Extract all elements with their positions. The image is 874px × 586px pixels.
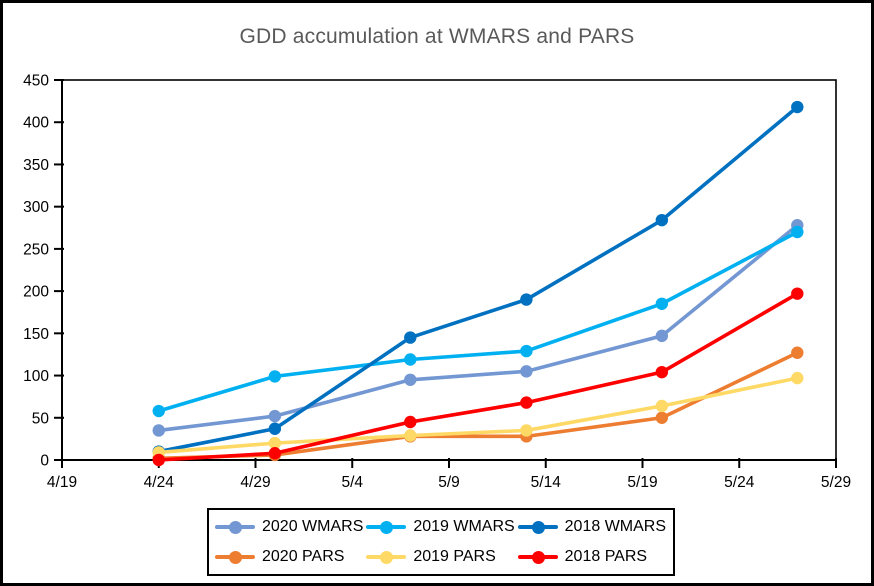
- y-axis-tick-label: 50: [32, 410, 50, 427]
- data-point-2019-pars: [520, 424, 533, 437]
- chart-title: GDD accumulation at WMARS and PARS: [239, 25, 635, 48]
- data-point-2018-pars: [268, 447, 282, 460]
- data-point-2020-wmars: [520, 365, 533, 378]
- data-point-2019-wmars: [655, 297, 669, 310]
- data-point-2018-wmars: [655, 213, 669, 227]
- x-axis-tick-label: 4/29: [240, 474, 270, 491]
- x-axis-tick-label: 4/19: [47, 474, 77, 491]
- data-point-2018-pars: [404, 415, 417, 429]
- legend-marker-icon: [366, 550, 407, 564]
- legend-item-2019-wmars: 2019 WMARS: [366, 518, 517, 536]
- legend-marker-icon: [517, 550, 558, 564]
- legend-item-2018-pars: 2018 PARS: [517, 548, 669, 566]
- data-point-2019-wmars: [268, 370, 282, 383]
- x-axis-tick-label: 5/4: [341, 474, 363, 491]
- y-axis-tick-label: 450: [23, 73, 49, 90]
- legend-label: 2019 PARS: [413, 548, 496, 565]
- data-point-2018-pars: [152, 453, 165, 467]
- y-axis-tick-label: 100: [23, 368, 49, 385]
- legend-marker-icon: [517, 520, 558, 534]
- legend-label: 2018 PARS: [564, 548, 648, 565]
- legend-item-2020-wmars: 2020 WMARS: [215, 518, 366, 536]
- data-point-2018-pars: [791, 287, 804, 300]
- y-axis-tick-label: 300: [23, 199, 49, 216]
- data-point-2019-wmars: [404, 353, 417, 366]
- legend-label: 2020 WMARS: [262, 518, 364, 535]
- legend-item-2020-pars: 2020 PARS: [215, 548, 366, 566]
- data-point-2019-pars: [655, 399, 669, 413]
- data-point-2020-wmars: [404, 373, 417, 386]
- x-axis-tick-label: 5/29: [821, 474, 851, 491]
- y-axis-tick-label: 0: [40, 453, 49, 470]
- y-axis-tick-label: 150: [23, 326, 49, 343]
- legend-item-2018-wmars: 2018 WMARS: [517, 518, 669, 536]
- data-point-2019-wmars: [152, 404, 165, 418]
- series-line-2018-pars: [156, 291, 800, 462]
- data-point-2018-wmars: [404, 331, 417, 344]
- x-axis-tick-label: 4/24: [144, 474, 175, 491]
- series-line-2019-wmars: [156, 230, 800, 413]
- data-point-2020-wmars: [268, 409, 282, 423]
- x-axis-tick-label: 5/24: [724, 474, 755, 491]
- data-point-2020-wmars: [152, 424, 165, 437]
- legend-item-2019-pars: 2019 PARS: [366, 548, 517, 566]
- y-axis-tick-label: 200: [23, 284, 49, 301]
- data-point-2019-pars: [791, 371, 804, 385]
- series-line-2018-wmars: [156, 105, 800, 454]
- legend-marker-icon: [366, 520, 407, 534]
- data-point-2019-pars: [268, 436, 282, 450]
- data-point-2020-wmars: [655, 329, 669, 343]
- legend-label: 2018 WMARS: [564, 518, 667, 535]
- series-line-2020-pars: [156, 350, 800, 461]
- y-axis-tick-label: 400: [23, 115, 49, 132]
- legend-label: 2019 WMARS: [413, 518, 515, 535]
- data-point-2020-pars: [655, 411, 669, 424]
- data-point-2019-wmars: [520, 344, 533, 358]
- data-point-2018-pars: [655, 365, 669, 379]
- legend-label: 2020 PARS: [262, 548, 345, 565]
- data-point-2019-wmars: [791, 225, 804, 239]
- x-axis-tick-label: 5/19: [627, 474, 657, 491]
- y-axis-tick-label: 350: [23, 157, 49, 174]
- data-point-2018-wmars: [520, 293, 533, 306]
- x-axis-tick-label: 5/14: [531, 474, 562, 491]
- plot-area: 0 50 100 150 200 250 300 350 400 450 4/19 4/24 4/29 5…: [23, 73, 851, 492]
- series-line-2020-wmars: [156, 223, 800, 433]
- data-point-2019-pars: [404, 429, 417, 442]
- data-point-2018-wmars: [268, 422, 282, 435]
- y-axis-tick-label: 250: [23, 241, 49, 258]
- series-line-2019-pars: [156, 376, 800, 455]
- plot-border: [61, 79, 837, 461]
- x-axis-tick-label: 5/9: [438, 474, 460, 491]
- legend-marker-icon: [215, 550, 255, 564]
- legend: 2020 WMARS 2019 WMARS 2018 WMARS 2020 PARS 2…: [207, 508, 675, 576]
- data-point-2018-wmars: [791, 100, 804, 114]
- data-point-2020-pars: [791, 346, 804, 359]
- legend-marker-icon: [215, 520, 255, 534]
- data-point-2018-pars: [520, 396, 533, 409]
